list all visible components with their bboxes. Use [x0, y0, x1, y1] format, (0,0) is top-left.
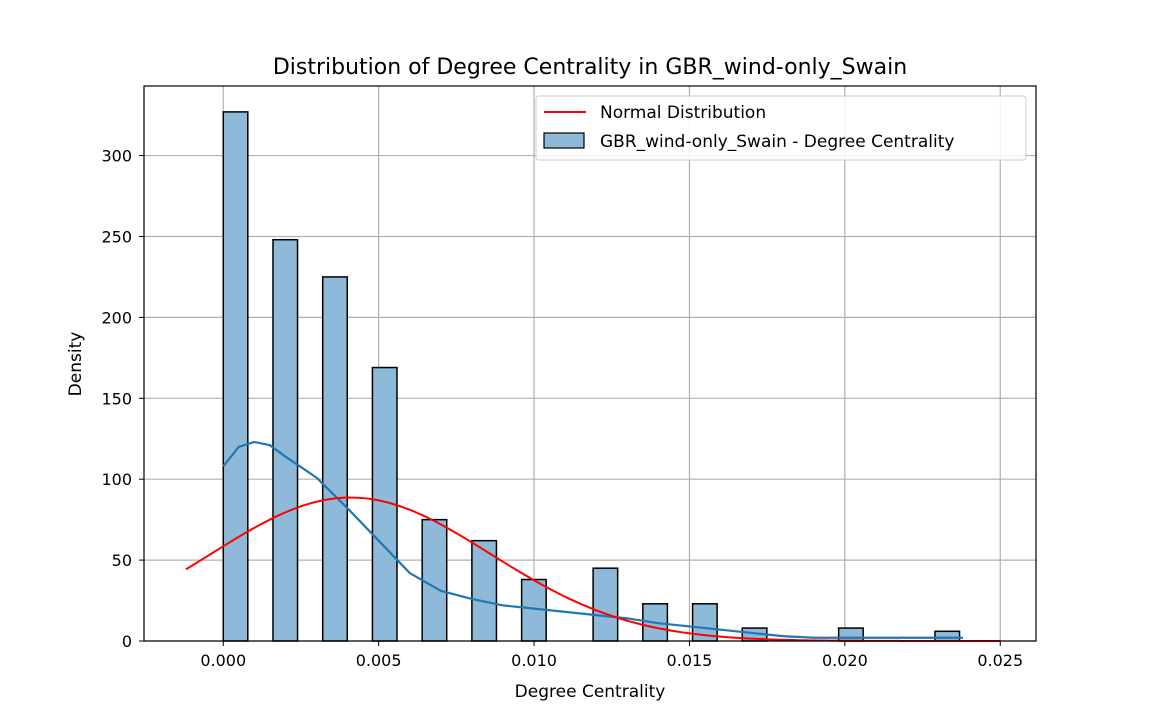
- y-tick-label-4: 200: [101, 308, 132, 327]
- y-axis-label: Density: [66, 332, 86, 397]
- kde-curve: [222, 440, 963, 639]
- kde-curve-group: [222, 440, 963, 639]
- histogram-bar-11: [837, 627, 864, 642]
- x-tick-label-4: 0.020: [822, 651, 868, 670]
- histogram-bar-0: [222, 111, 249, 642]
- y-tick-label-2: 100: [101, 470, 132, 489]
- legend: Normal Distribution GBR_wind-only_Swain …: [535, 95, 1027, 161]
- histogram-bar-4: [421, 518, 448, 642]
- y-tick-label-6: 300: [101, 147, 132, 166]
- chart-title: Distribution of Degree Centrality in GBR…: [273, 55, 907, 80]
- y-tick-label-0: 0: [122, 632, 132, 651]
- histogram-bar-5: [471, 539, 498, 642]
- x-tick-label-0: 0.000: [200, 651, 246, 670]
- x-tick-label-3: 0.015: [667, 651, 713, 670]
- histogram-bars: [222, 111, 961, 642]
- y-axis-ticks: 0 50 100 150 200 250 300: [101, 147, 144, 651]
- y-tick-label-1: 50: [112, 551, 132, 570]
- histogram-bar-1: [272, 238, 299, 642]
- plot-frame: [143, 85, 1037, 642]
- x-tick-label-2: 0.010: [511, 651, 557, 670]
- x-axis-ticks: 0.000 0.005 0.010 0.015 0.020 0.025: [200, 641, 1023, 670]
- histogram-bar-7: [592, 567, 619, 642]
- legend-histogram-label: GBR_wind-only_Swain - Degree Centrality: [600, 132, 954, 152]
- legend-normal-label: Normal Distribution: [600, 103, 766, 123]
- x-axis-label: Degree Centrality: [515, 682, 666, 702]
- legend-histogram-swatch: [543, 132, 585, 149]
- histogram-bar-2: [321, 276, 349, 642]
- y-tick-label-3: 150: [101, 389, 132, 408]
- histogram-bar-12: [934, 630, 961, 642]
- x-tick-label-1: 0.005: [356, 651, 402, 670]
- y-tick-label-5: 250: [101, 227, 132, 246]
- x-tick-label-5: 0.025: [977, 651, 1023, 670]
- legend-box: [535, 95, 1027, 161]
